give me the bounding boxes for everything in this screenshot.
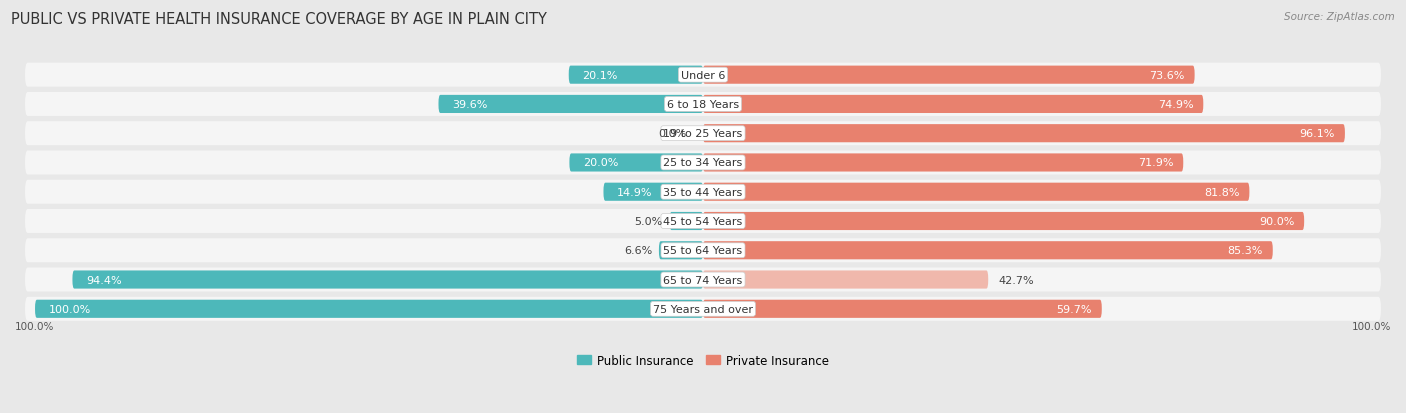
Text: 5.0%: 5.0% (634, 216, 662, 226)
Text: 100.0%: 100.0% (1351, 321, 1391, 331)
Text: 81.8%: 81.8% (1204, 187, 1239, 197)
Text: Source: ZipAtlas.com: Source: ZipAtlas.com (1284, 12, 1395, 22)
Text: PUBLIC VS PRIVATE HEALTH INSURANCE COVERAGE BY AGE IN PLAIN CITY: PUBLIC VS PRIVATE HEALTH INSURANCE COVER… (11, 12, 547, 27)
Text: 85.3%: 85.3% (1227, 246, 1263, 256)
Text: Under 6: Under 6 (681, 71, 725, 81)
Text: 100.0%: 100.0% (15, 321, 55, 331)
FancyBboxPatch shape (669, 212, 703, 230)
FancyBboxPatch shape (25, 122, 1381, 146)
FancyBboxPatch shape (703, 242, 1272, 260)
Text: 71.9%: 71.9% (1137, 158, 1173, 168)
FancyBboxPatch shape (703, 66, 1195, 85)
Text: 6 to 18 Years: 6 to 18 Years (666, 100, 740, 110)
FancyBboxPatch shape (703, 271, 988, 289)
Text: 74.9%: 74.9% (1157, 100, 1194, 110)
Text: 20.1%: 20.1% (582, 71, 617, 81)
Text: 90.0%: 90.0% (1258, 216, 1294, 226)
Text: 45 to 54 Years: 45 to 54 Years (664, 216, 742, 226)
Text: 73.6%: 73.6% (1149, 71, 1185, 81)
Legend: Public Insurance, Private Insurance: Public Insurance, Private Insurance (572, 349, 834, 371)
FancyBboxPatch shape (703, 212, 1305, 230)
Text: 55 to 64 Years: 55 to 64 Years (664, 246, 742, 256)
FancyBboxPatch shape (25, 64, 1381, 88)
FancyBboxPatch shape (25, 180, 1381, 204)
Text: 75 Years and over: 75 Years and over (652, 304, 754, 314)
Text: 96.1%: 96.1% (1299, 129, 1334, 139)
FancyBboxPatch shape (703, 300, 1102, 318)
Text: 59.7%: 59.7% (1056, 304, 1091, 314)
FancyBboxPatch shape (25, 268, 1381, 292)
FancyBboxPatch shape (25, 93, 1381, 116)
Text: 35 to 44 Years: 35 to 44 Years (664, 187, 742, 197)
Text: 100.0%: 100.0% (48, 304, 90, 314)
FancyBboxPatch shape (569, 154, 703, 172)
FancyBboxPatch shape (603, 183, 703, 201)
FancyBboxPatch shape (703, 183, 1250, 201)
FancyBboxPatch shape (659, 242, 703, 260)
FancyBboxPatch shape (703, 125, 1346, 143)
FancyBboxPatch shape (25, 209, 1381, 233)
FancyBboxPatch shape (703, 96, 1204, 114)
FancyBboxPatch shape (569, 66, 703, 85)
Text: 14.9%: 14.9% (617, 187, 652, 197)
FancyBboxPatch shape (25, 151, 1381, 175)
Text: 39.6%: 39.6% (451, 100, 488, 110)
FancyBboxPatch shape (73, 271, 703, 289)
Text: 65 to 74 Years: 65 to 74 Years (664, 275, 742, 285)
FancyBboxPatch shape (703, 154, 1184, 172)
FancyBboxPatch shape (35, 300, 703, 318)
Text: 25 to 34 Years: 25 to 34 Years (664, 158, 742, 168)
FancyBboxPatch shape (439, 96, 703, 114)
Text: 42.7%: 42.7% (998, 275, 1033, 285)
Text: 20.0%: 20.0% (582, 158, 619, 168)
Text: 6.6%: 6.6% (624, 246, 652, 256)
FancyBboxPatch shape (25, 297, 1381, 321)
Text: 19 to 25 Years: 19 to 25 Years (664, 129, 742, 139)
Text: 0.0%: 0.0% (658, 129, 686, 139)
FancyBboxPatch shape (25, 239, 1381, 263)
Text: 94.4%: 94.4% (86, 275, 121, 285)
